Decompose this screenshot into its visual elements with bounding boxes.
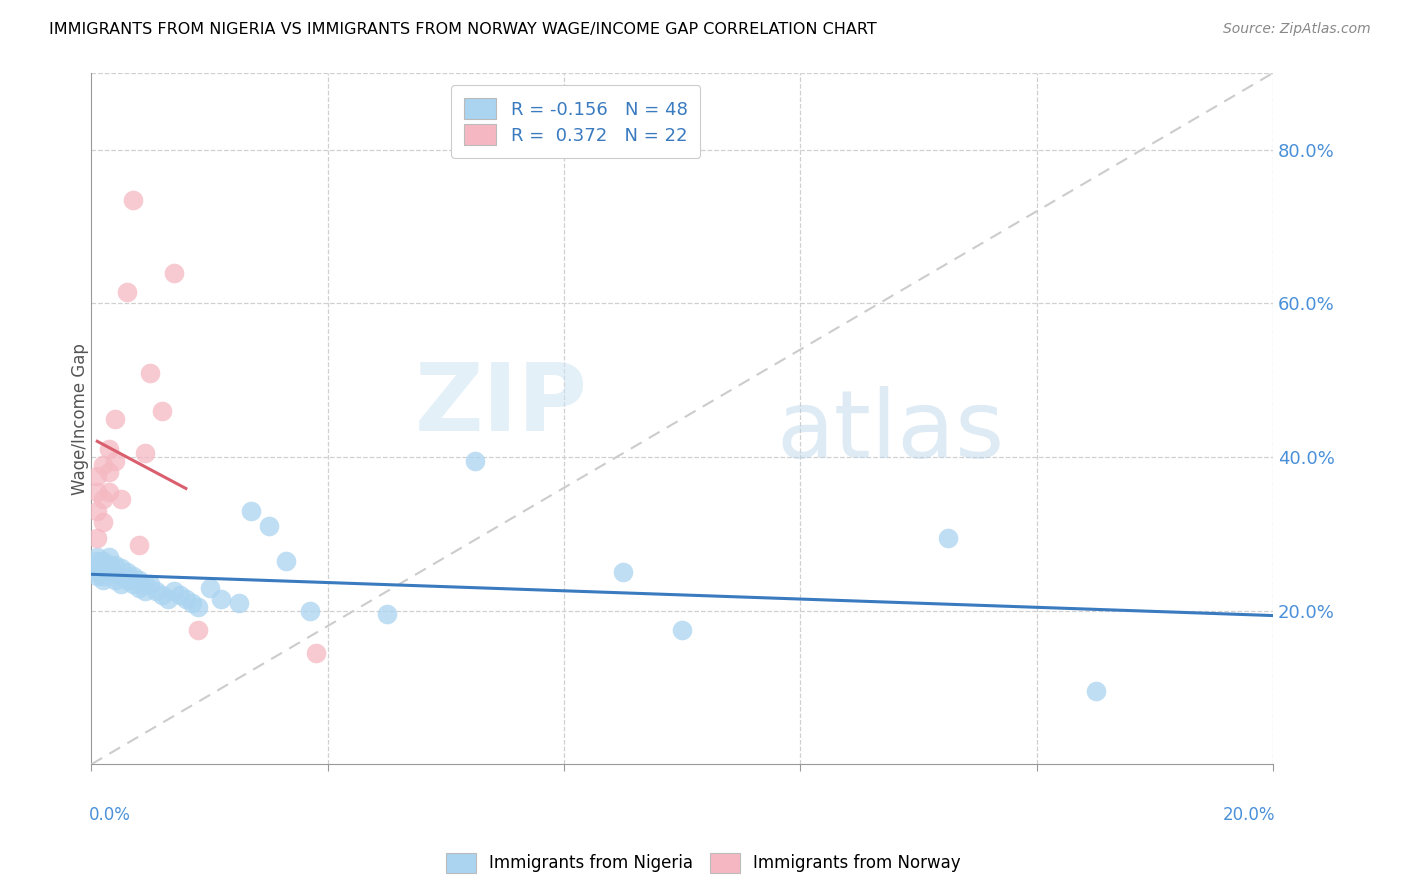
Point — [115, 285, 138, 299]
Point — [169, 588, 191, 602]
Point — [91, 516, 114, 530]
Y-axis label: Wage/Income Gap: Wage/Income Gap — [72, 343, 89, 494]
Point — [86, 569, 108, 583]
Point — [98, 484, 121, 499]
Point — [612, 566, 634, 580]
Point — [104, 573, 127, 587]
Point — [936, 531, 959, 545]
Point — [228, 596, 250, 610]
Point — [98, 466, 121, 480]
Point — [86, 561, 108, 575]
Point — [163, 584, 186, 599]
Point — [98, 566, 121, 580]
Point — [115, 573, 138, 587]
Point — [139, 366, 162, 380]
Point — [86, 504, 108, 518]
Point — [121, 569, 143, 583]
Point — [86, 484, 108, 499]
Point — [91, 458, 114, 472]
Point — [134, 584, 156, 599]
Point — [91, 561, 114, 575]
Point — [128, 581, 150, 595]
Point — [276, 554, 298, 568]
Point — [305, 646, 328, 660]
Point — [134, 576, 156, 591]
Point — [91, 492, 114, 507]
Point — [671, 623, 693, 637]
Point — [110, 492, 132, 507]
Point — [180, 596, 202, 610]
Point — [174, 592, 197, 607]
Point — [104, 454, 127, 468]
Point — [104, 558, 127, 572]
Point — [86, 469, 108, 483]
Point — [110, 561, 132, 575]
Point — [121, 193, 143, 207]
Point — [98, 558, 121, 572]
Point — [128, 573, 150, 587]
Point — [139, 576, 162, 591]
Point — [1084, 684, 1107, 698]
Point — [91, 554, 114, 568]
Point — [110, 569, 132, 583]
Point — [157, 592, 180, 607]
Point — [110, 576, 132, 591]
Text: atlas: atlas — [776, 386, 1005, 478]
Point — [115, 566, 138, 580]
Point — [121, 576, 143, 591]
Legend: R = -0.156   N = 48, R =  0.372   N = 22: R = -0.156 N = 48, R = 0.372 N = 22 — [451, 86, 700, 158]
Point — [198, 581, 221, 595]
Point — [86, 549, 108, 564]
Text: 0.0%: 0.0% — [89, 805, 131, 823]
Point — [187, 623, 209, 637]
Point — [298, 604, 321, 618]
Point — [98, 442, 121, 457]
Point — [98, 549, 121, 564]
Point — [209, 592, 232, 607]
Text: IMMIGRANTS FROM NIGERIA VS IMMIGRANTS FROM NORWAY WAGE/INCOME GAP CORRELATION CH: IMMIGRANTS FROM NIGERIA VS IMMIGRANTS FR… — [49, 22, 877, 37]
Point — [128, 538, 150, 552]
Point — [134, 446, 156, 460]
Point — [86, 554, 108, 568]
Legend: Immigrants from Nigeria, Immigrants from Norway: Immigrants from Nigeria, Immigrants from… — [439, 847, 967, 880]
Point — [150, 588, 173, 602]
Point — [150, 404, 173, 418]
Point — [104, 411, 127, 425]
Point — [104, 566, 127, 580]
Point — [239, 504, 262, 518]
Point — [86, 531, 108, 545]
Point — [145, 584, 167, 599]
Text: Source: ZipAtlas.com: Source: ZipAtlas.com — [1223, 22, 1371, 37]
Point — [464, 454, 486, 468]
Point — [86, 566, 108, 580]
Point — [257, 519, 280, 533]
Point — [375, 607, 398, 622]
Text: 20.0%: 20.0% — [1223, 805, 1275, 823]
Point — [91, 569, 114, 583]
Point — [91, 573, 114, 587]
Point — [187, 599, 209, 614]
Text: ZIP: ZIP — [415, 359, 588, 450]
Point — [163, 266, 186, 280]
